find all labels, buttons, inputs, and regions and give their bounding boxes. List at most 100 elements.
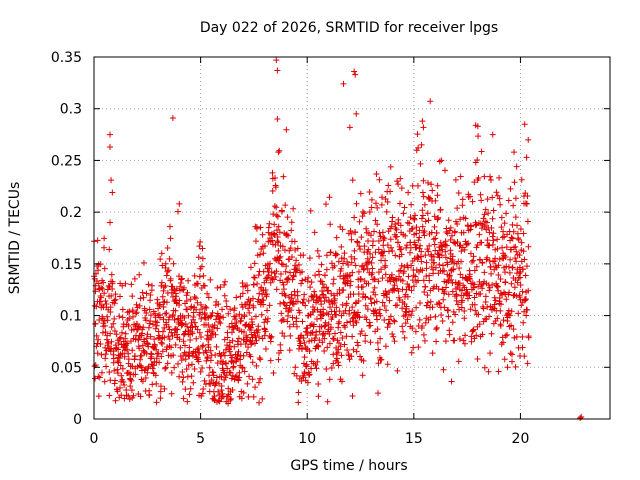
data-point: [225, 385, 232, 392]
data-point: [306, 347, 313, 354]
data-point: [384, 242, 391, 249]
data-point: [198, 392, 205, 399]
data-point: [286, 247, 293, 254]
data-point: [199, 343, 206, 350]
y-axis-label: SRMTID / TECUs: [7, 182, 23, 295]
data-point: [239, 365, 246, 372]
data-point: [217, 284, 224, 291]
data-point: [412, 328, 419, 335]
data-point: [178, 276, 185, 283]
data-point: [368, 300, 375, 307]
data-point: [386, 316, 393, 323]
data-point: [434, 192, 441, 199]
data-point: [285, 232, 292, 239]
data-point: [353, 200, 360, 207]
data-point: [374, 339, 381, 346]
data-point: [404, 316, 411, 323]
data-point: [405, 189, 412, 196]
data-point: [98, 369, 105, 376]
data-point: [287, 245, 294, 252]
data-point: [387, 313, 394, 320]
data-point: [419, 223, 426, 230]
data-point: [269, 169, 276, 176]
data-point: [305, 372, 312, 379]
data-point: [434, 182, 441, 189]
data-point: [512, 214, 519, 221]
data-point: [108, 338, 115, 345]
data-point: [381, 302, 388, 309]
data-point: [364, 306, 371, 313]
data-point: [451, 228, 458, 235]
data-point: [445, 291, 452, 298]
data-point: [160, 328, 167, 335]
data-point: [248, 341, 255, 348]
data-point: [347, 278, 354, 285]
data-point: [299, 318, 306, 325]
data-point: [294, 245, 301, 252]
data-point: [436, 261, 443, 268]
data-point: [311, 288, 318, 295]
data-point: [401, 204, 408, 211]
data-point: [365, 246, 372, 253]
data-point: [420, 193, 427, 200]
data-point: [280, 173, 287, 180]
data-point: [454, 238, 461, 245]
data-point: [524, 218, 531, 225]
data-point: [331, 330, 338, 337]
data-point: [444, 307, 451, 314]
data-point: [482, 298, 489, 305]
data-point: [160, 284, 167, 291]
data-point: [397, 222, 404, 229]
data-point: [105, 340, 112, 347]
data-point: [414, 131, 421, 138]
y-tick-labels: 0 0.05 0.1 0.15 0.2 0.25 0.3 0.35: [51, 50, 82, 428]
data-point: [275, 149, 282, 156]
data-point: [510, 202, 517, 209]
data-point: [273, 286, 280, 293]
data-point: [101, 378, 108, 385]
data-point: [133, 309, 140, 316]
data-point: [446, 272, 453, 279]
data-point: [427, 98, 434, 105]
data-point: [271, 203, 278, 210]
data-point: [207, 380, 214, 387]
data-point: [419, 212, 426, 219]
data-point: [187, 385, 194, 392]
data-point: [107, 304, 114, 311]
data-point: [260, 250, 267, 257]
data-point: [228, 320, 235, 327]
data-point: [452, 176, 459, 183]
data-point: [210, 324, 217, 331]
data-point: [524, 192, 531, 199]
data-point: [198, 263, 205, 270]
data-point: [298, 377, 305, 384]
data-point: [186, 344, 193, 351]
data-point: [391, 338, 398, 345]
data-point: [332, 250, 339, 257]
data-point: [479, 331, 486, 338]
data-point: [204, 290, 211, 297]
data-point: [508, 280, 515, 287]
data-point: [324, 344, 331, 351]
data-point: [512, 243, 519, 250]
data-point: [448, 232, 455, 239]
data-point: [244, 282, 251, 289]
data-point: [434, 250, 441, 257]
data-point: [233, 312, 240, 319]
data-point: [494, 315, 501, 322]
data-point: [338, 243, 345, 250]
data-point: [142, 374, 149, 381]
data-point: [397, 267, 404, 274]
data-point: [421, 337, 428, 344]
data-point: [450, 308, 457, 315]
data-point: [403, 242, 410, 249]
data-point: [398, 185, 405, 192]
data-point: [360, 357, 367, 364]
data-point: [326, 376, 333, 383]
data-point: [171, 364, 178, 371]
data-point: [441, 304, 448, 311]
data-point: [371, 284, 378, 291]
data-point: [340, 286, 347, 293]
data-point: [106, 246, 113, 253]
data-point: [394, 285, 401, 292]
